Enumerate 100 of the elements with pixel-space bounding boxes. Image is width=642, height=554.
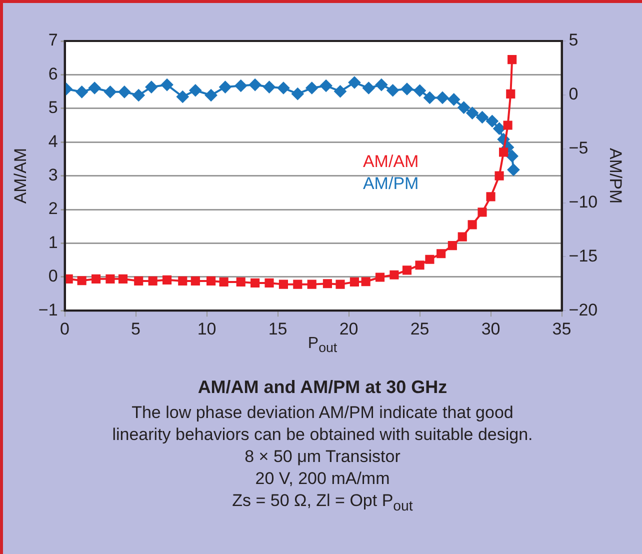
point: [236, 277, 246, 286]
point: [400, 82, 413, 95]
point: [293, 280, 302, 289]
point: [88, 82, 101, 94]
point: [250, 278, 260, 288]
point: [219, 277, 228, 286]
point: [350, 277, 359, 286]
text: AM/AM and AM/PM at 30 GHz: [196, 377, 448, 398]
point: [278, 280, 288, 289]
point: [362, 82, 375, 94]
point: [415, 260, 424, 270]
y-tick-label: 6: [48, 64, 58, 84]
point: [190, 276, 200, 286]
point: [486, 192, 496, 202]
point: [322, 279, 332, 288]
point: [468, 220, 477, 230]
x-tick-label: 30: [481, 319, 500, 338]
y2-tick-label: −20: [568, 300, 598, 320]
y-tick-label: 2: [48, 199, 58, 218]
y-tick-label: 4: [48, 132, 58, 151]
point: [336, 280, 345, 289]
point: [476, 111, 488, 124]
point: [375, 78, 388, 91]
x-tick-label: 20: [339, 319, 358, 338]
x-tick-label: 0: [60, 319, 70, 338]
point: [424, 92, 436, 104]
x-axis-title: P$_{out}$: [308, 335, 338, 356]
point: [118, 274, 128, 284]
point: [436, 249, 446, 258]
x-tick-label: 10: [197, 319, 216, 338]
y-tick-label: 3: [48, 165, 58, 184]
point: [506, 150, 518, 162]
point: [386, 84, 399, 96]
y2-tick-label: −10: [568, 192, 598, 212]
point: [499, 148, 508, 157]
point: [508, 55, 517, 64]
point: [134, 276, 144, 286]
point: [234, 80, 247, 92]
text: AM/AM: [362, 152, 419, 172]
point: [264, 278, 274, 288]
x-tick-label: 15: [268, 319, 288, 338]
point: [458, 232, 467, 242]
y2-tick-label: 0: [568, 84, 578, 104]
point: [375, 272, 385, 282]
point: [306, 82, 318, 94]
text: The low phase deviation AM/PM indicate that good linearity behaviors can be obtained with suitable design.: [111, 402, 534, 446]
point: [132, 89, 145, 102]
point: [161, 78, 174, 91]
point: [448, 93, 460, 106]
y-tick-label: −1: [38, 300, 58, 320]
y2-axis-title: AM/PM: [606, 148, 626, 204]
point: [493, 122, 506, 135]
y2-tick-label: −15: [568, 246, 598, 266]
point: [320, 80, 332, 92]
point: [104, 86, 116, 98]
point: [478, 208, 487, 217]
point: [205, 89, 218, 102]
point: [145, 81, 158, 94]
y-tick-label: 5: [48, 98, 58, 118]
text: 20 V, 200 mA/mm: [254, 468, 391, 490]
point: [503, 120, 512, 130]
y2-tick-label: −5: [568, 138, 588, 158]
point: [263, 81, 276, 94]
y-tick-label: 7: [48, 30, 58, 50]
point: [402, 266, 412, 275]
point: [466, 107, 478, 120]
point: [292, 88, 304, 100]
point: [486, 115, 498, 128]
x-tick-label: 5: [131, 319, 141, 338]
point: [390, 270, 399, 280]
text: AM/PM: [362, 174, 419, 194]
point: [219, 81, 232, 94]
x-tick-label: 25: [410, 319, 430, 338]
point: [76, 86, 88, 98]
point: [249, 78, 262, 91]
point: [348, 76, 360, 89]
point: [361, 277, 370, 286]
x-tick-label: 35: [552, 319, 572, 338]
point: [91, 274, 101, 284]
point: [189, 84, 202, 96]
text: Zs = 50 Ω, Zl = Opt P$_{out}$: [231, 490, 414, 517]
point: [162, 275, 172, 284]
y2-tick-label: 5: [568, 30, 578, 50]
point: [148, 276, 158, 286]
point: [425, 254, 434, 264]
point: [307, 280, 316, 289]
y-tick-label: 1: [48, 232, 58, 252]
point: [494, 171, 504, 180]
point: [77, 276, 86, 286]
point: [206, 276, 216, 286]
y-axis-title: AM/AM: [10, 148, 30, 204]
point: [507, 164, 520, 176]
point: [506, 89, 516, 98]
point: [414, 84, 426, 97]
point: [436, 92, 448, 104]
point: [64, 274, 73, 284]
point: [118, 86, 130, 98]
point: [178, 276, 188, 286]
point: [176, 90, 189, 103]
y-tick-label: 0: [48, 266, 58, 286]
